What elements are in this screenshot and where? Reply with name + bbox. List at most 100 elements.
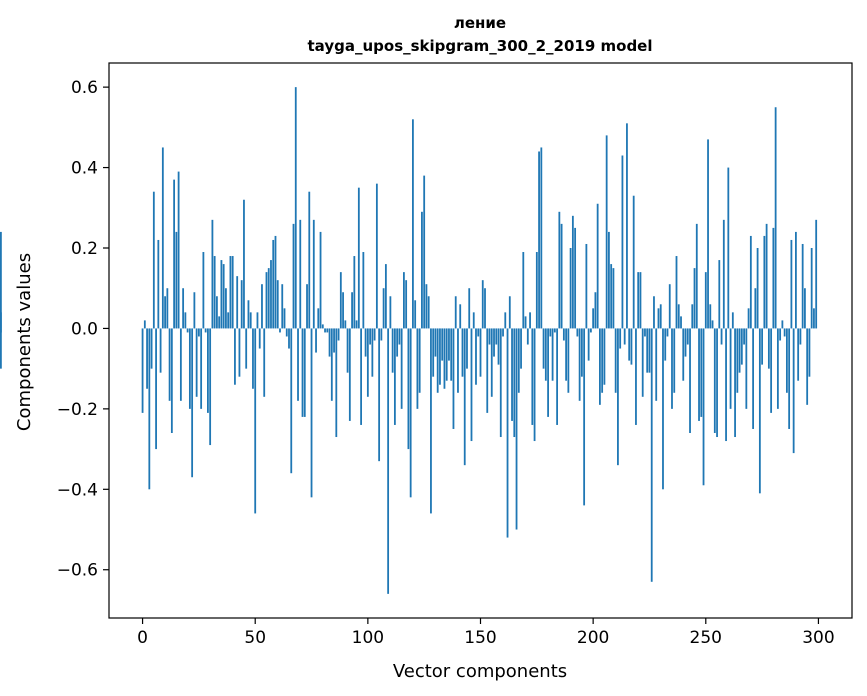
bar [396, 328, 399, 357]
bar [227, 312, 230, 329]
bar [443, 328, 446, 389]
bar [195, 328, 198, 397]
bar [720, 328, 723, 345]
bar [216, 296, 218, 329]
bar [179, 328, 182, 401]
bar [369, 328, 372, 345]
bar [801, 243, 804, 329]
bar [481, 280, 484, 329]
bar [148, 328, 151, 490]
bar [783, 328, 786, 337]
bar [734, 328, 736, 438]
bar [393, 328, 396, 425]
bar [657, 308, 660, 329]
bar [619, 328, 622, 349]
bar [630, 328, 633, 365]
bar [231, 256, 234, 329]
axis-ticks: 0 50 100 150 200 250 300 −0.6 −0.4 −0.2 0.0 0.2 0.4 0… [57, 78, 835, 648]
bar [488, 328, 491, 345]
bar [504, 312, 507, 329]
y-tick-label: −0.4 [57, 480, 98, 500]
bar [0, 231, 2, 329]
bar [362, 252, 365, 329]
bar [799, 328, 802, 345]
bar [698, 328, 700, 421]
bar [265, 272, 268, 329]
bar [270, 260, 272, 329]
bar [306, 284, 308, 329]
bar [549, 328, 552, 337]
bar [256, 312, 259, 329]
bar [389, 296, 392, 329]
bar [177, 171, 180, 329]
bar [659, 304, 662, 329]
bar [339, 272, 342, 329]
bar [279, 328, 281, 333]
bar [0, 328, 2, 333]
bar [544, 328, 547, 381]
bar [373, 328, 376, 341]
bar [810, 248, 813, 329]
bar [770, 328, 773, 413]
bar [403, 272, 405, 329]
bar [533, 328, 536, 442]
bar [648, 328, 651, 373]
bar-series [0, 87, 818, 594]
bar [193, 292, 196, 329]
bar [342, 292, 344, 329]
bar [684, 328, 687, 357]
bar [599, 328, 601, 405]
bar [756, 248, 759, 329]
bar [695, 223, 698, 329]
bar [585, 243, 588, 329]
bar [722, 219, 725, 329]
bar [463, 328, 466, 466]
bar [249, 312, 252, 329]
bar [506, 328, 509, 538]
bar [815, 219, 818, 329]
bar [520, 328, 522, 369]
y-tick-label: 0.2 [71, 239, 98, 259]
bar [646, 328, 649, 373]
bar [457, 328, 459, 393]
bar [740, 328, 743, 365]
bar [565, 328, 568, 381]
bar [605, 135, 608, 329]
bar [247, 300, 250, 329]
bar [713, 328, 716, 433]
bar [184, 312, 187, 329]
bar [168, 328, 171, 401]
bar [175, 231, 178, 329]
bar [441, 328, 444, 361]
bar [252, 328, 254, 389]
bar [202, 252, 205, 329]
bar [188, 328, 191, 409]
bar [236, 276, 239, 329]
bar [434, 328, 437, 357]
bar [143, 320, 146, 329]
bar [752, 328, 754, 429]
bar [310, 328, 313, 498]
bar [691, 304, 694, 329]
bar [330, 328, 333, 401]
bar [736, 328, 739, 393]
bar [574, 227, 577, 329]
bar [495, 328, 498, 345]
bar [754, 288, 757, 329]
bar [795, 231, 797, 329]
x-axis-label: Vector components [393, 661, 567, 682]
bar [499, 328, 502, 438]
bar [610, 264, 613, 329]
bar [337, 328, 340, 341]
bar [567, 328, 570, 393]
bar [477, 328, 480, 337]
bar [475, 328, 477, 385]
bar [414, 300, 417, 329]
bar [439, 328, 441, 385]
bar [166, 288, 169, 329]
bar [213, 256, 216, 329]
bar [806, 328, 809, 405]
bar [628, 328, 631, 361]
bar [454, 296, 457, 329]
